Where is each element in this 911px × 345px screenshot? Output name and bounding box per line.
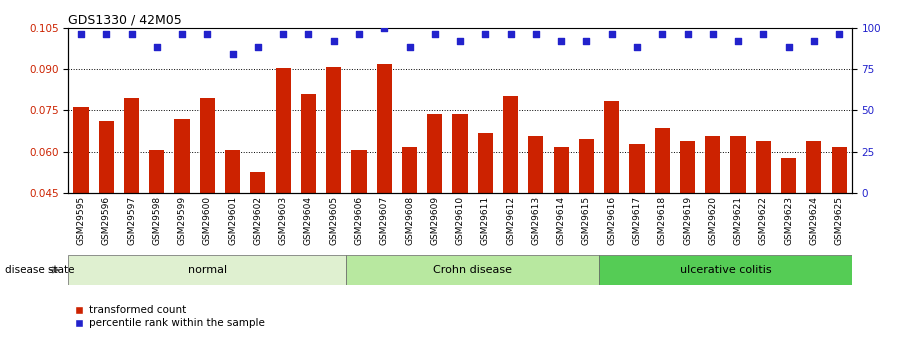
Bar [554,147,568,193]
Bar [352,150,366,193]
Point [225,51,240,57]
Point [554,38,568,43]
Bar [225,150,241,193]
Bar [275,68,291,193]
Point [200,31,215,37]
Bar [68,255,346,285]
Text: ulcerative colitis: ulcerative colitis [680,265,772,275]
Point [326,38,341,43]
Bar [528,136,544,193]
Bar [200,98,215,193]
Point [604,31,619,37]
Text: Crohn disease: Crohn disease [434,265,512,275]
Bar [832,147,846,193]
Point [756,31,771,37]
Point [806,38,821,43]
Bar [149,150,164,193]
Bar [630,144,645,193]
Bar [376,64,392,193]
Point [681,31,695,37]
Point [782,45,796,50]
Bar [427,114,443,193]
Bar [599,255,852,285]
Point [149,45,164,50]
Point [377,25,392,30]
Point [74,31,88,37]
Point [99,31,114,37]
Bar [655,128,670,193]
Point [503,31,517,37]
Bar [326,67,342,193]
Bar [756,141,771,193]
Bar [680,141,695,193]
Point [579,38,594,43]
Point [427,31,442,37]
Bar [124,98,139,193]
Bar [74,107,88,193]
Text: GDS1330 / 42M05: GDS1330 / 42M05 [68,13,182,27]
Bar [731,136,745,193]
Bar [251,172,265,193]
Bar [578,139,594,193]
Point [276,31,291,37]
Bar [301,95,316,193]
Bar [781,158,796,193]
Text: normal: normal [188,265,227,275]
Point [705,31,720,37]
Bar [98,121,114,193]
Bar [175,119,189,193]
Bar [477,133,493,193]
Point [832,31,846,37]
Point [731,38,745,43]
Legend: transformed count, percentile rank within the sample: transformed count, percentile rank withi… [74,305,265,328]
Point [528,31,543,37]
Point [352,31,366,37]
Point [655,31,670,37]
Point [630,45,644,50]
Point [453,38,467,43]
Bar [453,114,467,193]
Text: disease state: disease state [5,265,74,275]
Bar [346,255,599,285]
Point [251,45,265,50]
Point [403,45,417,50]
Point [124,31,138,37]
Point [478,31,493,37]
Bar [705,136,721,193]
Bar [503,96,518,193]
Point [175,31,189,37]
Bar [806,141,822,193]
Point [302,31,316,37]
Bar [402,147,417,193]
Bar [604,101,619,193]
